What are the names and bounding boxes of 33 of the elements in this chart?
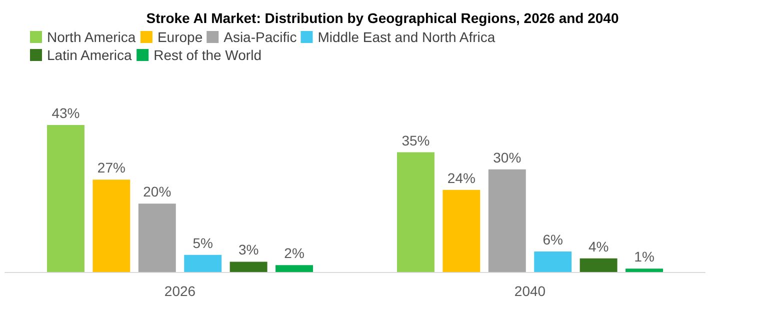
bar (534, 251, 572, 272)
data-label: 3% (238, 242, 259, 258)
data-label: 6% (542, 231, 563, 248)
bar (138, 204, 176, 272)
data-label: 1% (634, 248, 654, 265)
data-label: 5% (192, 234, 213, 251)
legend-label: Europe (157, 29, 203, 45)
bar (184, 254, 222, 272)
legend-label: Asia-Pacific (224, 29, 297, 45)
x-tick-label: 2040 (514, 283, 546, 299)
legend-label: Rest of the World (154, 47, 262, 63)
bar (488, 169, 526, 272)
data-label: 24% (447, 170, 476, 186)
bar (92, 180, 130, 272)
bar (442, 190, 480, 272)
data-label: 30% (493, 149, 522, 166)
bar (580, 258, 618, 272)
data-label: 43% (52, 104, 80, 121)
legend-label: Middle East and North Africa (318, 29, 496, 45)
data-label: 4% (588, 238, 609, 254)
bar (230, 262, 268, 272)
data-label: 2% (284, 245, 304, 262)
chart-title: Stroke AI Market: Distribution by Geographical Regions, 2026 and 2040 (146, 10, 619, 26)
data-label: 27% (97, 160, 126, 176)
bar (626, 268, 663, 272)
bar (47, 124, 84, 272)
data-label: 20% (143, 184, 172, 200)
bar (276, 265, 313, 272)
data-label: 35% (402, 132, 430, 148)
bar (397, 152, 434, 272)
x-tick-label: 2026 (164, 283, 196, 299)
legend-label: North America (47, 29, 136, 45)
legend-label: Latin America (47, 47, 132, 63)
